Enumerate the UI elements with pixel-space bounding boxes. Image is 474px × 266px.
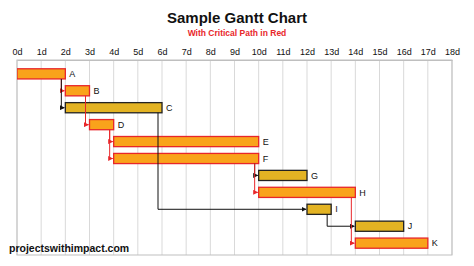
tick: 18d	[445, 47, 460, 60]
grid-line	[427, 60, 428, 255]
grid-line	[307, 60, 308, 255]
tick: 11d	[276, 47, 290, 60]
tick: 7d	[182, 47, 192, 60]
tick-label: 9d	[230, 47, 240, 57]
task-bar	[355, 238, 428, 248]
task-bar	[259, 170, 307, 180]
task-bar	[114, 153, 259, 163]
dependency-arrow	[255, 164, 258, 193]
tick: 13d	[324, 47, 339, 60]
tick-label: 16d	[397, 47, 412, 57]
task-bar	[114, 136, 259, 146]
grid-line	[41, 60, 42, 255]
tick-label: 8d	[206, 47, 216, 57]
dependencies	[61, 79, 354, 243]
subtitle: With Critical Path in Red	[188, 28, 287, 38]
task-label: I	[335, 204, 338, 214]
title: Sample Gantt Chart	[167, 9, 307, 26]
tick-label: 14d	[348, 47, 363, 57]
tick: 4d	[109, 47, 119, 60]
task-bar	[355, 221, 403, 231]
tick-label: 2d	[61, 47, 71, 57]
dependency-arrow	[110, 130, 113, 159]
tick-label: 0d	[12, 47, 22, 57]
task-label: B	[94, 86, 100, 96]
tick-label: 7d	[182, 47, 192, 57]
task-bar	[259, 187, 356, 197]
tick-label: 11d	[276, 47, 290, 57]
task-label: F	[263, 154, 269, 164]
tick-label: 3d	[85, 47, 95, 57]
dependency-arrow	[158, 113, 306, 210]
chart: Sample Gantt Chart With Critical Path in …	[0, 0, 474, 266]
task-label: J	[408, 221, 413, 231]
tick-label: 18d	[445, 47, 460, 57]
bars	[17, 69, 428, 248]
task-bar	[90, 120, 114, 130]
task-bar	[17, 69, 65, 79]
task-bar	[307, 204, 331, 214]
tick-label: 12d	[300, 47, 315, 57]
tick-label: 5d	[133, 47, 143, 57]
tick-label: 10d	[252, 47, 267, 57]
tick: 12d	[300, 47, 315, 60]
tick-label: 17d	[421, 47, 436, 57]
task-bar	[65, 86, 89, 96]
tick: 10d	[252, 47, 267, 60]
task-label: K	[432, 238, 438, 248]
plot-frame	[17, 60, 452, 255]
task-labels: A B C D EF G H I J K	[69, 69, 438, 248]
task-bar	[65, 103, 162, 113]
tick: 8d	[206, 47, 216, 60]
tick: 6d	[157, 47, 167, 60]
tick: 0d	[12, 47, 22, 60]
annotation: projectswithimpact.com	[9, 242, 129, 254]
tick-label: 15d	[372, 47, 387, 57]
x-axis: 0d 1d 2d 3d 4d 5d 6d 7d 8d 9d 10d 11d 12d 13d 14d 15d 16…	[12, 47, 460, 61]
tick: 16d	[397, 47, 412, 60]
grid	[17, 60, 452, 255]
task-label: D	[118, 120, 125, 130]
axis-line	[18, 60, 453, 61]
tick: 5d	[133, 47, 143, 60]
tick: 17d	[421, 47, 436, 60]
task-label: E	[263, 137, 269, 147]
dependency-arrow	[86, 96, 89, 125]
tick-label: 13d	[324, 47, 339, 57]
dependency-arrow	[61, 79, 64, 108]
tick-label: 4d	[109, 47, 119, 57]
tick: 2d	[61, 47, 71, 60]
tick: 1d	[37, 47, 47, 60]
task-label: A	[69, 69, 75, 79]
dependency-arrow	[327, 214, 354, 226]
dependency-arrow	[351, 197, 354, 243]
tick: 9d	[230, 47, 240, 60]
grid-line	[282, 60, 283, 255]
tick-label: 1d	[37, 47, 47, 57]
task-label: G	[311, 171, 318, 181]
tick-label: 6d	[157, 47, 167, 57]
tick: 15d	[372, 47, 387, 60]
tick: 3d	[85, 47, 95, 60]
task-label: C	[166, 103, 173, 113]
task-label: H	[359, 188, 366, 198]
tick: 14d	[348, 47, 363, 60]
